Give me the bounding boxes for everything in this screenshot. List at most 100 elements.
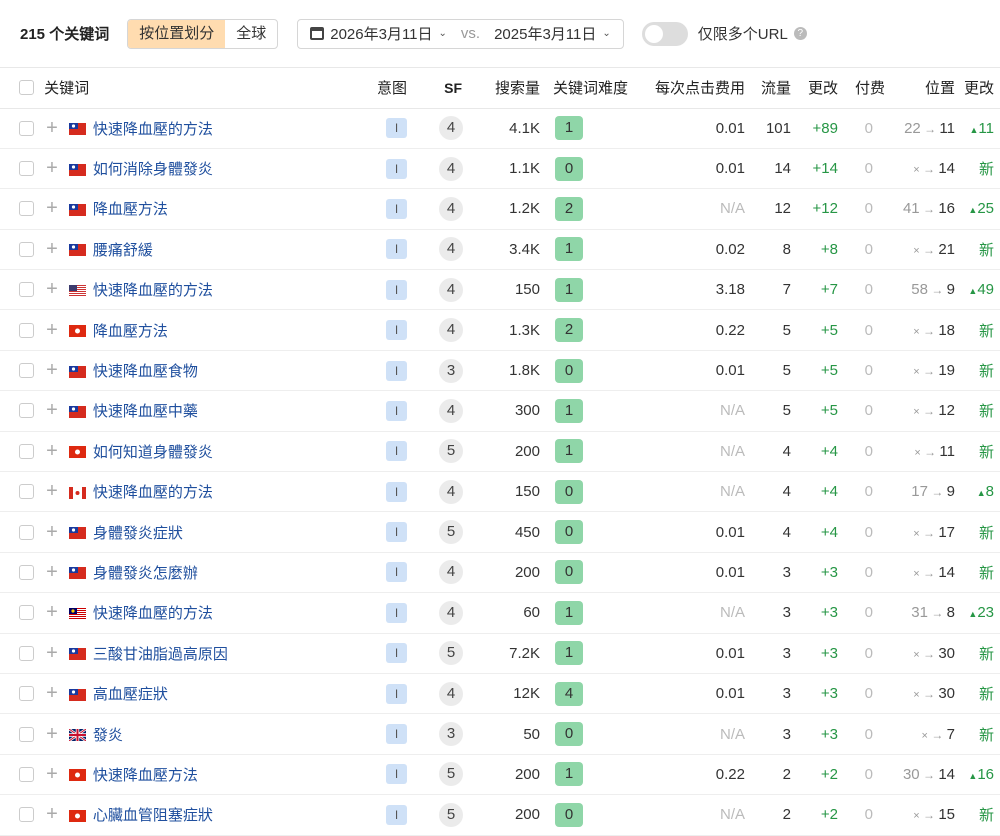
col-paid[interactable]: 付费 [838, 68, 885, 109]
col-traffic[interactable]: 流量 [745, 68, 791, 109]
add-keyword-icon[interactable]: + [46, 722, 58, 745]
add-keyword-icon[interactable]: + [46, 439, 58, 462]
keyword-link[interactable]: 心臟血管阻塞症狀 [92, 807, 213, 825]
col-volume[interactable]: 搜索量 [465, 68, 540, 109]
select-all-checkbox[interactable] [19, 80, 34, 96]
add-keyword-icon[interactable]: + [46, 278, 58, 301]
col-traffic-change[interactable]: 更改 [791, 68, 838, 109]
sf-count[interactable]: 3 [439, 722, 463, 747]
add-keyword-icon[interactable]: + [46, 682, 58, 705]
keyword-link[interactable]: 發炎 [92, 726, 123, 744]
keyword-link[interactable]: 降血壓方法 [92, 322, 168, 340]
row-checkbox[interactable] [19, 363, 34, 379]
keyword-link[interactable]: 快速降血壓中藥 [92, 403, 198, 421]
sf-count[interactable]: 5 [439, 439, 463, 464]
row-checkbox[interactable] [19, 282, 34, 298]
col-position-change[interactable]: 更改 [955, 68, 1000, 109]
arrow-right-icon: → [919, 687, 939, 702]
keyword-link[interactable]: 快速降血壓的方法 [92, 282, 213, 300]
table-row: + 如何知道身體發炎 I 5 200 1 N/A 4 +4 0 × → 11 新 [0, 431, 1000, 473]
row-checkbox[interactable] [19, 322, 34, 338]
add-keyword-icon[interactable]: + [46, 641, 58, 664]
row-checkbox[interactable] [19, 766, 34, 782]
keyword-link[interactable]: 快速降血壓食物 [92, 363, 198, 381]
add-keyword-icon[interactable]: + [46, 237, 58, 260]
date-compare-picker[interactable]: 2026年3月11日 ⌄ vs. 2025年3月11日 ⌄ [297, 18, 624, 49]
row-checkbox[interactable] [19, 686, 34, 702]
sf-count[interactable]: 4 [439, 318, 463, 343]
keyword-link[interactable]: 快速降血壓的方法 [92, 120, 213, 138]
add-keyword-icon[interactable]: + [46, 359, 58, 382]
sf-count[interactable]: 4 [439, 116, 463, 141]
add-keyword-icon[interactable]: + [46, 318, 58, 341]
row-checkbox[interactable] [19, 605, 34, 621]
row-checkbox[interactable] [19, 524, 34, 540]
row-checkbox[interactable] [19, 726, 34, 742]
col-keyword[interactable]: 关键词 [44, 80, 90, 98]
add-keyword-icon[interactable]: + [46, 480, 58, 503]
sf-count[interactable]: 4 [439, 398, 463, 423]
row-checkbox[interactable] [19, 403, 34, 419]
sf-count[interactable]: 4 [439, 196, 463, 221]
row-checkbox[interactable] [19, 241, 34, 257]
sf-count[interactable]: 4 [439, 479, 463, 504]
row-checkbox[interactable] [19, 120, 34, 136]
add-keyword-icon[interactable]: + [46, 116, 58, 139]
col-cpc[interactable]: 每次点击费用 [628, 68, 745, 109]
traffic-change: +8 [791, 229, 838, 271]
col-intent[interactable]: 意图 [370, 68, 407, 109]
col-sf[interactable]: SF [407, 68, 465, 109]
add-keyword-icon[interactable]: + [46, 803, 58, 826]
position-change-value: 25 [977, 200, 994, 218]
help-icon[interactable]: ? [793, 27, 807, 40]
keyword-link[interactable]: 三酸甘油脂過高原因 [92, 645, 228, 663]
position: 22 → 11 [885, 108, 955, 149]
traffic: 5 [745, 309, 791, 351]
sf-count[interactable]: 4 [439, 560, 463, 585]
row-checkbox[interactable] [19, 645, 34, 661]
keyword-link[interactable]: 快速降血壓方法 [92, 766, 198, 784]
row-checkbox[interactable] [19, 807, 34, 823]
multi-url-toggle[interactable] [641, 21, 688, 46]
add-keyword-icon[interactable]: + [46, 399, 58, 422]
add-keyword-icon[interactable]: + [46, 197, 58, 220]
col-kd[interactable]: 关键词难度 [540, 68, 628, 109]
keyword-link[interactable]: 降血壓方法 [92, 201, 168, 219]
add-keyword-icon[interactable]: + [46, 601, 58, 624]
row-checkbox[interactable] [19, 161, 34, 177]
add-keyword-icon[interactable]: + [46, 560, 58, 583]
paid: 0 [838, 148, 885, 190]
row-checkbox[interactable] [19, 484, 34, 500]
sf-count[interactable]: 5 [439, 762, 463, 787]
sf-count[interactable]: 4 [439, 237, 463, 262]
add-keyword-icon[interactable]: + [46, 762, 58, 785]
sf-count[interactable]: 4 [439, 156, 463, 181]
col-position[interactable]: 位置 [885, 68, 955, 109]
position: × → 12 [885, 390, 955, 432]
sf-count[interactable]: 5 [439, 641, 463, 666]
sf-count[interactable]: 4 [439, 600, 463, 625]
row-checkbox[interactable] [19, 564, 34, 580]
kd-badge: 1 [555, 439, 583, 464]
keyword-link[interactable]: 快速降血壓的方法 [92, 484, 213, 502]
keyword-link[interactable]: 身體發炎症狀 [92, 524, 183, 542]
keyword-link[interactable]: 腰痛舒緩 [92, 241, 153, 259]
flag-icon-ca [68, 486, 86, 499]
sf-count[interactable]: 3 [439, 358, 463, 383]
sf-count[interactable]: 5 [439, 802, 463, 827]
add-keyword-icon[interactable]: + [46, 520, 58, 543]
segment-global[interactable]: 全球 [236, 24, 267, 42]
keyword-link[interactable]: 高血壓症狀 [92, 686, 168, 704]
add-keyword-icon[interactable]: + [46, 157, 58, 180]
sf-count[interactable]: 4 [439, 681, 463, 706]
segment-by-location[interactable]: 按位置划分 [128, 19, 226, 48]
keyword-link[interactable]: 如何知道身體發炎 [92, 443, 213, 461]
keyword-link[interactable]: 如何消除身體發炎 [92, 161, 213, 179]
sf-count[interactable]: 4 [439, 277, 463, 302]
row-checkbox[interactable] [19, 201, 34, 217]
sf-count[interactable]: 5 [439, 520, 463, 545]
keyword-link[interactable]: 身體發炎怎麼辦 [92, 564, 198, 582]
keyword-link[interactable]: 快速降血壓的方法 [92, 605, 213, 623]
arrow-right-icon: → [927, 283, 947, 298]
row-checkbox[interactable] [19, 443, 34, 459]
